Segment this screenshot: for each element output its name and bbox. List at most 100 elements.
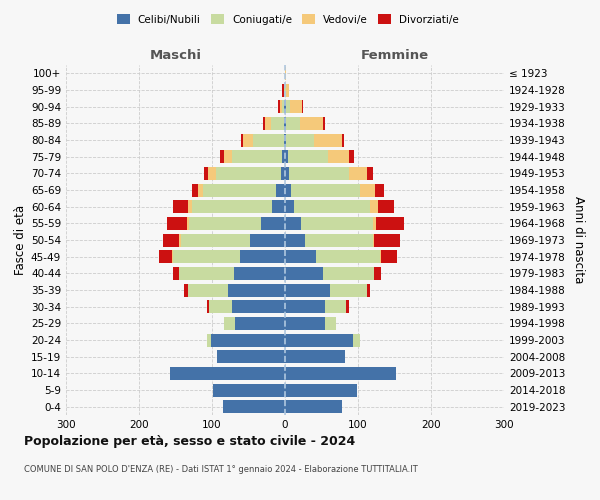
Bar — [187, 217, 190, 230]
Bar — [188, 284, 228, 296]
Bar — [207, 300, 209, 313]
Bar — [253, 134, 284, 146]
Bar — [170, 367, 285, 380]
Bar — [285, 250, 316, 263]
Bar — [173, 200, 188, 213]
Bar — [223, 400, 285, 413]
Text: Maschi: Maschi — [149, 48, 202, 62]
Bar — [301, 217, 373, 230]
Bar — [208, 167, 217, 180]
Bar — [346, 300, 349, 313]
Bar — [316, 250, 380, 263]
Bar — [282, 84, 284, 96]
Bar — [209, 300, 232, 313]
Bar — [285, 350, 345, 363]
Bar — [285, 67, 286, 80]
Bar — [285, 334, 353, 346]
Bar — [305, 234, 373, 246]
Bar — [285, 200, 294, 213]
Bar — [263, 117, 265, 130]
Bar — [286, 134, 314, 146]
Bar — [224, 317, 235, 330]
Bar — [378, 200, 394, 213]
Bar — [159, 250, 172, 263]
Bar — [167, 217, 187, 230]
Bar — [373, 234, 374, 246]
Bar — [214, 384, 285, 396]
Bar — [285, 234, 305, 246]
Bar — [286, 117, 299, 130]
Bar — [217, 167, 281, 180]
Text: Femmine: Femmine — [361, 48, 428, 62]
Bar — [375, 184, 383, 196]
Bar — [220, 150, 224, 163]
Bar — [282, 150, 285, 163]
Bar — [323, 267, 374, 280]
Bar — [285, 217, 301, 230]
Bar — [285, 84, 286, 96]
Bar — [235, 317, 285, 330]
Bar — [282, 100, 284, 113]
Bar — [285, 167, 289, 180]
Bar — [240, 250, 285, 263]
Legend: Celibi/Nubili, Coniugati/e, Vedovi/e, Divorziati/e: Celibi/Nubili, Coniugati/e, Vedovi/e, Di… — [113, 10, 463, 29]
Bar — [184, 284, 188, 296]
Bar — [280, 100, 282, 113]
Bar — [370, 200, 378, 213]
Bar — [323, 117, 325, 130]
Bar — [291, 184, 360, 196]
Bar — [284, 100, 285, 113]
Bar — [188, 200, 191, 213]
Bar — [285, 184, 291, 196]
Bar — [284, 84, 285, 96]
Bar — [179, 267, 234, 280]
Bar — [285, 100, 286, 113]
Bar — [217, 350, 285, 363]
Bar — [367, 284, 370, 296]
Bar — [203, 184, 276, 196]
Bar — [342, 134, 344, 146]
Bar — [349, 167, 367, 180]
Bar — [181, 234, 250, 246]
Bar — [211, 334, 285, 346]
Bar — [241, 134, 242, 146]
Bar — [179, 234, 181, 246]
Y-axis label: Anni di nascita: Anni di nascita — [572, 196, 585, 284]
Bar — [228, 284, 285, 296]
Bar — [276, 184, 285, 196]
Bar — [172, 250, 173, 263]
Bar — [360, 184, 375, 196]
Bar — [285, 134, 286, 146]
Bar — [288, 150, 328, 163]
Bar — [173, 250, 240, 263]
Bar — [285, 284, 330, 296]
Bar — [314, 134, 342, 146]
Bar — [286, 84, 289, 96]
Bar — [380, 250, 397, 263]
Bar — [285, 117, 286, 130]
Bar — [302, 100, 303, 113]
Bar — [232, 150, 282, 163]
Bar — [286, 100, 290, 113]
Bar — [328, 150, 349, 163]
Bar — [204, 167, 208, 180]
Bar — [190, 217, 261, 230]
Bar — [207, 334, 211, 346]
Bar — [224, 150, 232, 163]
Bar — [374, 267, 382, 280]
Bar — [376, 217, 404, 230]
Bar — [285, 150, 288, 163]
Bar — [285, 384, 356, 396]
Text: Popolazione per età, sesso e stato civile - 2024: Popolazione per età, sesso e stato civil… — [24, 435, 355, 448]
Bar — [367, 167, 373, 180]
Bar — [191, 200, 272, 213]
Bar — [373, 217, 376, 230]
Bar — [330, 284, 367, 296]
Bar — [284, 117, 285, 130]
Bar — [290, 100, 302, 113]
Bar — [285, 400, 342, 413]
Bar — [285, 267, 323, 280]
Bar — [285, 317, 325, 330]
Bar — [285, 300, 325, 313]
Bar — [281, 167, 285, 180]
